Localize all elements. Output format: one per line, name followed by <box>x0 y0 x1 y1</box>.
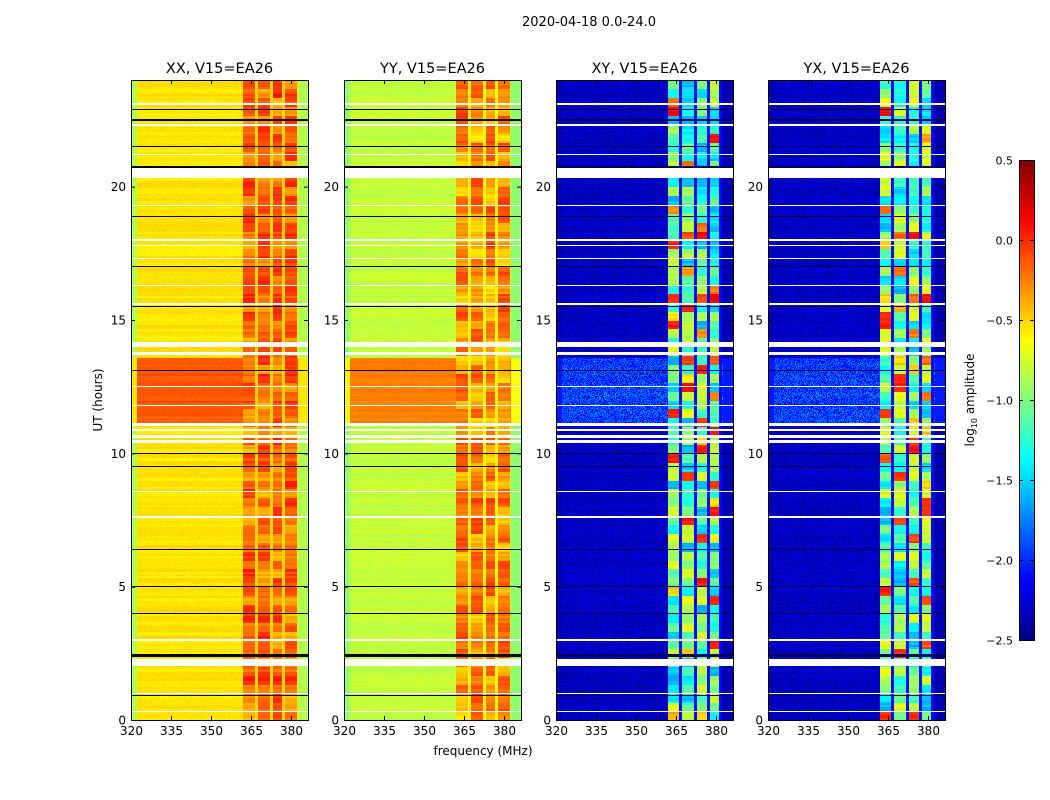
x-tick-label: 350 <box>625 724 648 738</box>
x-tick-label: 320 <box>757 724 780 738</box>
x-tick-label: 335 <box>373 724 396 738</box>
plot-frame <box>768 80 946 721</box>
x-tick-label: 365 <box>453 724 476 738</box>
y-tick-label: 5 <box>331 580 339 594</box>
x-tick-label: 335 <box>160 724 183 738</box>
panel-title: XX, V15=EA26 <box>166 61 273 77</box>
y-tick-label: 0 <box>543 714 551 728</box>
heatmap-yy <box>344 80 521 720</box>
x-tick-label: 335 <box>585 724 608 738</box>
y-tick-label: 15 <box>536 314 551 328</box>
colorbar-label-log: log <box>963 428 977 446</box>
x-tick-label: 380 <box>917 724 940 738</box>
x-tick-label: 335 <box>797 724 820 738</box>
y-tick-label: 10 <box>324 447 339 461</box>
panel-title: YY, V15=EA26 <box>379 61 485 77</box>
y-tick-label: 5 <box>118 580 126 594</box>
colorbar-gradient <box>1019 160 1034 640</box>
x-tick-label: 350 <box>837 724 860 738</box>
figure-title: 2020-04-18 0.0-24.0 <box>522 15 656 30</box>
plot-frame <box>556 80 734 721</box>
y-tick-label: 20 <box>536 180 551 194</box>
colorbar-tick-label: −1.5 <box>986 475 1013 488</box>
x-tick-label: 320 <box>545 724 568 738</box>
y-tick-label: 10 <box>748 447 763 461</box>
colorbar-tick-label: −1.0 <box>986 395 1013 408</box>
heatmap-xy <box>556 80 733 720</box>
panel-title: YX, V15=EA26 <box>802 61 909 77</box>
y-tick-label: 5 <box>543 580 551 594</box>
colorbar-tick-label: 0.0 <box>996 235 1014 248</box>
y-tick-label: 0 <box>755 714 763 728</box>
colorbar-tick-label: −2.0 <box>986 555 1013 568</box>
y-tick-label: 15 <box>111 314 126 328</box>
x-tick-label: 320 <box>333 724 356 738</box>
x-axis-label: frequency (MHz) <box>433 744 532 758</box>
y-tick-label: 20 <box>111 180 126 194</box>
colorbar-label-sub: 10 <box>970 418 979 428</box>
colorbar-label: log10 amplitude <box>963 354 979 447</box>
y-tick-label: 5 <box>755 580 763 594</box>
y-tick-label: 20 <box>324 180 339 194</box>
y-tick-label: 0 <box>331 714 339 728</box>
x-tick-label: 380 <box>493 724 516 738</box>
x-tick-label: 350 <box>200 724 223 738</box>
y-tick-label: 15 <box>324 314 339 328</box>
x-tick-label: 320 <box>120 724 143 738</box>
colorbar-tick-label: 0.5 <box>996 155 1014 168</box>
y-axis-label: UT (hours) <box>91 368 105 431</box>
y-tick-label: 10 <box>536 447 551 461</box>
x-tick-label: 365 <box>665 724 688 738</box>
x-tick-label: 380 <box>705 724 728 738</box>
panel-title: XY, V15=EA26 <box>591 61 697 77</box>
x-tick-label: 380 <box>280 724 303 738</box>
colorbar-label-rest: amplitude <box>963 354 977 418</box>
x-tick-label: 350 <box>413 724 436 738</box>
colorbar-tick-label: −2.5 <box>986 635 1013 648</box>
y-tick-label: 0 <box>118 714 126 728</box>
x-tick-label: 365 <box>240 724 263 738</box>
y-tick-label: 15 <box>748 314 763 328</box>
plot-frame <box>344 80 522 721</box>
heatmap-xx <box>131 80 308 720</box>
x-tick-label: 365 <box>877 724 900 738</box>
heatmap-yx <box>768 80 945 720</box>
y-tick-label: 10 <box>111 447 126 461</box>
y-tick-label: 20 <box>748 180 763 194</box>
colorbar-tick-label: −0.5 <box>986 315 1013 328</box>
plot-frame <box>131 80 309 721</box>
